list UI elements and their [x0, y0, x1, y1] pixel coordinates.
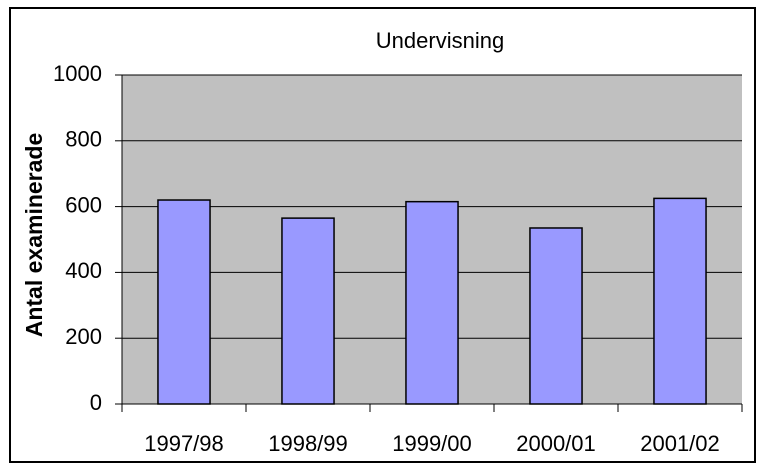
- x-tick-label: 1999/00: [392, 431, 472, 456]
- y-tick-label: 1000: [53, 61, 102, 86]
- x-tick-label: 2001/02: [640, 431, 720, 456]
- y-tick-label: 200: [65, 324, 102, 349]
- bar: [157, 199, 211, 405]
- y-tick-label: 0: [90, 390, 102, 415]
- bar: [405, 200, 459, 405]
- chart-title: Undervisning: [376, 28, 504, 53]
- x-tick-label: 1997/98: [144, 431, 224, 456]
- bar: [653, 197, 707, 405]
- y-tick-label: 800: [65, 127, 102, 152]
- bar: [281, 217, 335, 405]
- y-tick-label: 400: [65, 258, 102, 283]
- y-tick-label: 600: [65, 192, 102, 217]
- x-tick-label: 2000/01: [516, 431, 596, 456]
- x-tick-label: 1998/99: [268, 431, 348, 456]
- bar: [529, 227, 583, 405]
- y-axis-label: Antal examinerade: [21, 133, 47, 338]
